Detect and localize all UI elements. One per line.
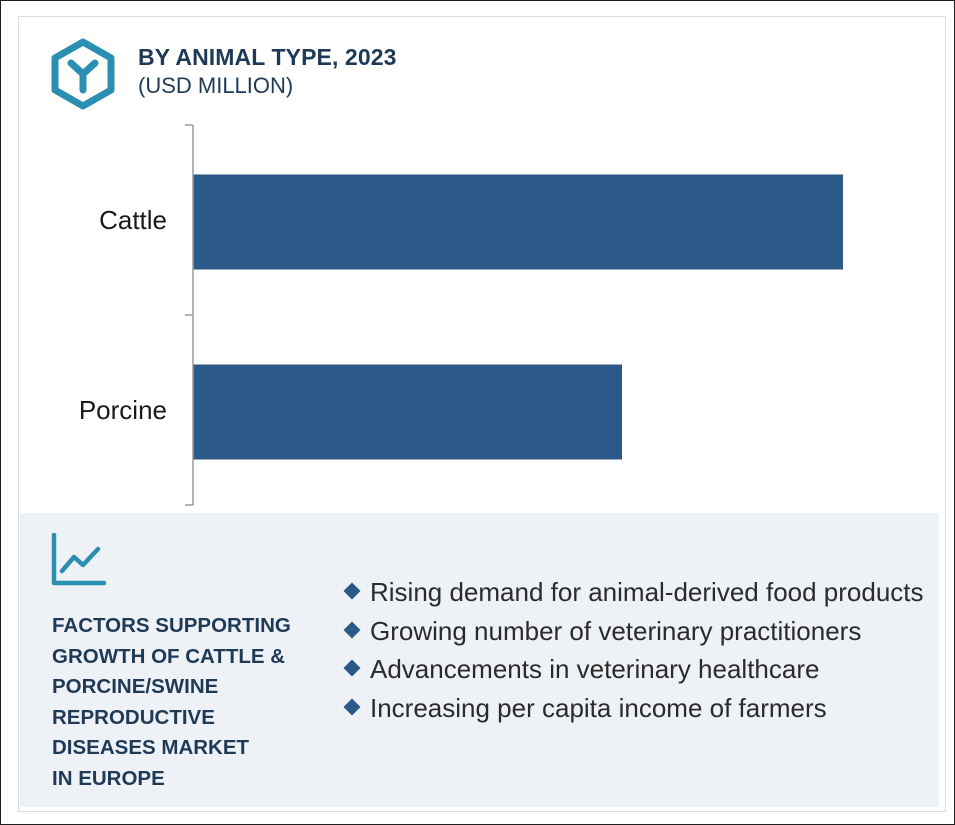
- diamond-bullet-icon: [343, 659, 361, 677]
- factor-text: Increasing per capita income of farmers: [370, 692, 827, 723]
- chart-title: BY ANIMAL TYPE, 2023: [138, 44, 397, 70]
- factor-item: Increasing per capita income of farmers: [343, 689, 934, 728]
- bar-porcine: [193, 364, 622, 460]
- factors-heading: FACTORS SUPPORTING GROWTH OF CATTLE & PO…: [52, 614, 291, 790]
- category-label-cattle: Cattle: [99, 205, 167, 235]
- factor-item: Advancements in veterinary healthcare: [343, 650, 934, 689]
- factor-text: Growing number of veterinary practitione…: [370, 615, 862, 646]
- factor-text: Advancements in veterinary healthcare: [370, 654, 820, 684]
- factors-list: Rising demand for animal-derived food pr…: [343, 573, 934, 728]
- diamond-bullet-icon: [343, 621, 361, 638]
- bar-chart: Cattle Porcine: [79, 124, 843, 506]
- factor-text: Rising demand for animal-derived food pr…: [370, 577, 924, 607]
- hexagon-y-logo-icon: [51, 38, 115, 110]
- factor-item: Growing number of veterinary practitione…: [343, 612, 934, 651]
- bar-cattle: [193, 174, 843, 270]
- diamond-bullet-icon: [343, 698, 361, 715]
- factors-panel: [20, 513, 939, 807]
- factor-item: Rising demand for animal-derived food pr…: [343, 573, 934, 612]
- category-label-porcine: Porcine: [79, 395, 167, 425]
- diamond-bullet-icon: [343, 582, 361, 600]
- chart-subtitle: (USD MILLION): [138, 73, 294, 98]
- line-chart-trend-icon: [51, 533, 107, 586]
